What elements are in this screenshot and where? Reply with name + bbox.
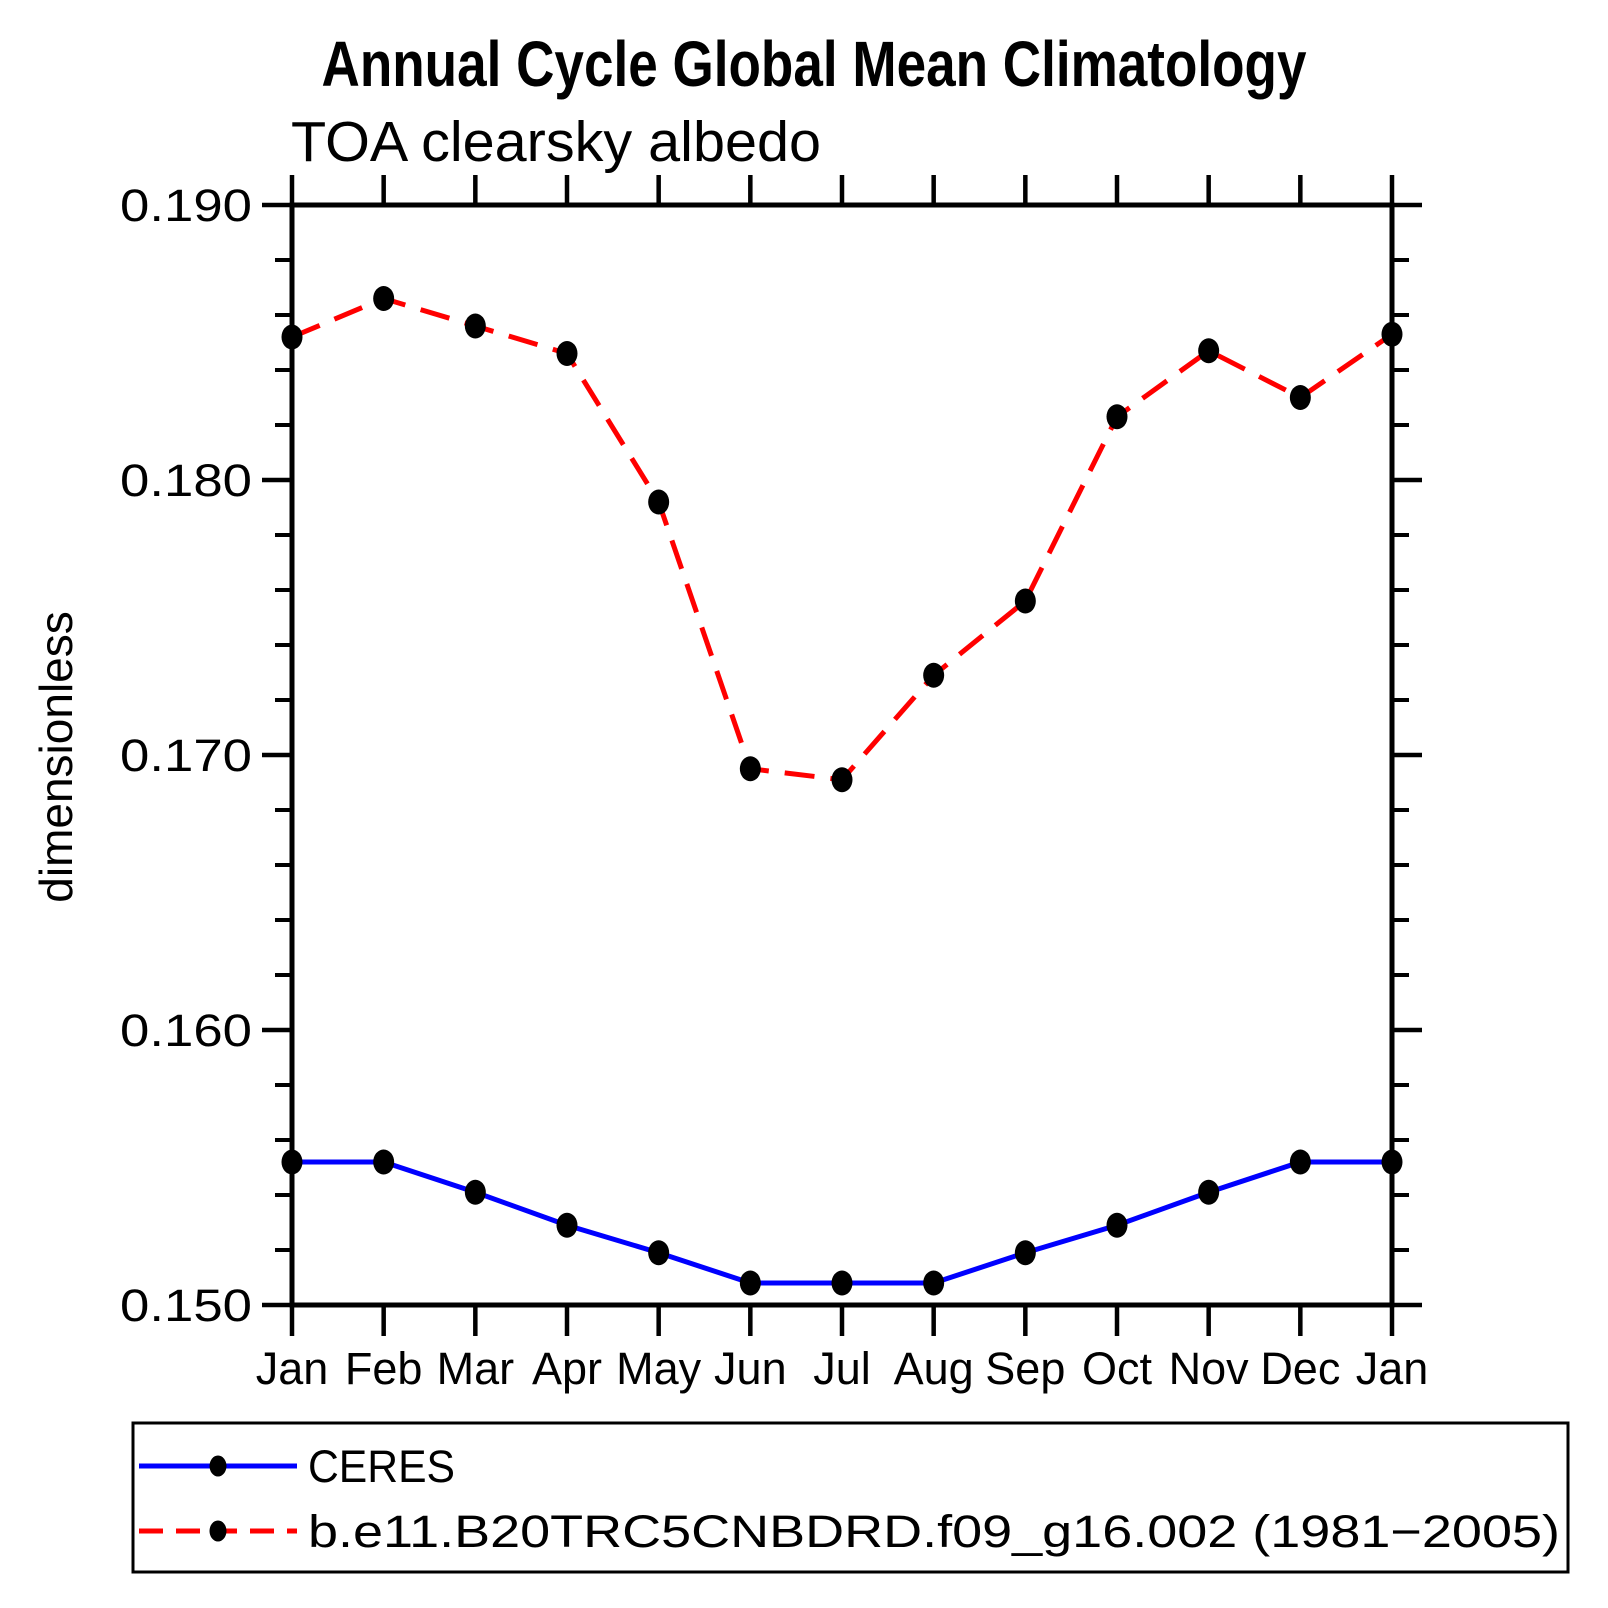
x-tick-label: Jan [256, 1343, 329, 1394]
legend: CERES b.e11.B20TRC5CNBDRD.f09_g16.002 (1… [131, 1421, 1570, 1574]
series-line-1 [291, 295, 1394, 783]
data-point-marker-0 [1014, 1240, 1036, 1266]
x-tick-label: Oct [1082, 1343, 1153, 1394]
data-point-marker-1 [1106, 404, 1128, 430]
axes: 0.150 0.160 0.170 0.180 0.190 Jan Feb Mar Apr May… [120, 175, 1428, 1394]
data-point-marker-0 [281, 1149, 303, 1175]
data-point-marker-1 [1289, 385, 1311, 410]
data-point-marker-0 [373, 1149, 395, 1175]
data-point-marker-0 [1381, 1149, 1403, 1175]
chart-subtitle: TOA clearsky albedo [291, 110, 821, 174]
y-tick-label: 0.150 [120, 1280, 252, 1331]
data-point-marker-1 [1014, 588, 1036, 614]
x-tick-label: Jan [1356, 1343, 1429, 1394]
data-point-marker-0 [464, 1179, 486, 1205]
data-point-marker-0 [831, 1270, 853, 1296]
y-axis-label: dimensionless [30, 611, 82, 902]
data-point-marker-1 [1381, 321, 1403, 347]
x-tick-label: Mar [437, 1343, 515, 1394]
x-tick-label: May [616, 1343, 702, 1394]
series-line-0 [292, 1159, 1392, 1286]
legend-label-model: b.e11.B20TRC5CNBDRD.f09_g16.002 (1981−20… [308, 1506, 1560, 1557]
y-tick-label: 0.170 [120, 730, 252, 781]
data-point-marker-0 [556, 1212, 578, 1238]
x-tick-label: Apr [532, 1343, 602, 1394]
data-point-marker-0 [1198, 1179, 1220, 1205]
plot-frame [289, 202, 1395, 1308]
legend-label-ceres: CERES [308, 1441, 455, 1492]
legend-marker-ceres-icon [209, 1455, 227, 1477]
data-point-marker-1 [923, 662, 945, 688]
x-tick-label: Aug [894, 1343, 974, 1394]
data-point-marker-0 [739, 1270, 761, 1296]
x-tick-label: Dec [1260, 1343, 1340, 1394]
data-point-marker-1 [831, 767, 853, 793]
data-point-marker-1 [739, 756, 761, 782]
data-point-marker-1 [1198, 338, 1220, 364]
data-point-marker-1 [281, 324, 303, 350]
chart-title: Annual Cycle Global Mean Climatology [322, 28, 1307, 100]
data-point-marker-0 [1106, 1212, 1128, 1238]
y-tick-label: 0.180 [120, 455, 252, 506]
data-point-marker-1 [464, 313, 486, 339]
y-tick-label: 0.190 [120, 180, 252, 231]
legend-marker-model-icon [209, 1520, 227, 1542]
x-tick-label: Jun [714, 1343, 787, 1394]
x-tick-label: Sep [985, 1343, 1065, 1394]
x-tick-label: Jul [813, 1343, 871, 1394]
data-point-marker-1 [556, 341, 578, 366]
data-point-marker-0 [1289, 1149, 1311, 1175]
x-tick-label: Nov [1169, 1343, 1250, 1394]
data-point-marker-1 [373, 286, 395, 311]
data-point-marker-1 [648, 489, 670, 515]
data-point-marker-0 [923, 1270, 945, 1296]
x-tick-label: Feb [345, 1343, 423, 1394]
series-layer [281, 286, 1403, 1296]
y-tick-label: 0.160 [120, 1005, 252, 1056]
legend-box [131, 1421, 1570, 1574]
data-point-marker-0 [648, 1240, 670, 1266]
